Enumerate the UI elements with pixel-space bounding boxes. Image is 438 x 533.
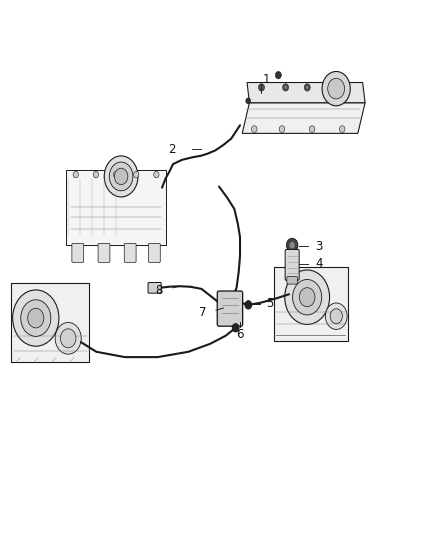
Text: 3: 3 [315,240,322,253]
FancyBboxPatch shape [285,249,299,280]
FancyBboxPatch shape [148,244,160,262]
Polygon shape [11,283,89,362]
Circle shape [13,290,59,346]
Circle shape [279,126,285,133]
Circle shape [258,84,265,91]
Circle shape [110,162,133,191]
FancyBboxPatch shape [148,282,161,293]
Polygon shape [66,170,166,245]
Circle shape [246,98,251,104]
Circle shape [114,168,128,184]
Circle shape [283,84,289,91]
Circle shape [328,78,345,99]
Circle shape [306,86,309,89]
Polygon shape [242,103,365,133]
Circle shape [134,171,139,178]
Circle shape [154,171,159,178]
Text: 8: 8 [155,284,162,297]
Circle shape [330,309,343,324]
Text: 5: 5 [267,297,274,310]
Circle shape [260,86,263,89]
Circle shape [104,156,138,197]
Text: 1: 1 [262,74,270,86]
Text: 2: 2 [168,143,176,156]
FancyBboxPatch shape [124,244,136,262]
Circle shape [286,238,298,252]
Text: 4: 4 [315,257,323,270]
Circle shape [60,329,76,348]
Circle shape [309,126,315,133]
Circle shape [73,171,78,178]
Circle shape [289,241,295,249]
Circle shape [293,279,321,315]
Circle shape [285,270,329,325]
Circle shape [276,71,281,79]
FancyBboxPatch shape [287,277,297,284]
Circle shape [322,71,350,106]
Circle shape [93,171,99,178]
Circle shape [339,126,345,133]
Text: 6: 6 [236,328,244,341]
Circle shape [284,86,287,89]
Circle shape [304,84,310,91]
Circle shape [251,126,257,133]
Polygon shape [247,83,365,103]
Circle shape [28,308,44,328]
Polygon shape [274,266,348,341]
Circle shape [113,171,119,178]
Circle shape [245,301,252,309]
Circle shape [232,324,239,332]
Circle shape [299,288,315,307]
Circle shape [21,300,51,336]
Circle shape [55,322,81,354]
Circle shape [325,303,347,329]
FancyBboxPatch shape [98,244,110,262]
FancyBboxPatch shape [72,244,84,262]
FancyBboxPatch shape [217,291,243,326]
Text: 7: 7 [198,306,206,319]
